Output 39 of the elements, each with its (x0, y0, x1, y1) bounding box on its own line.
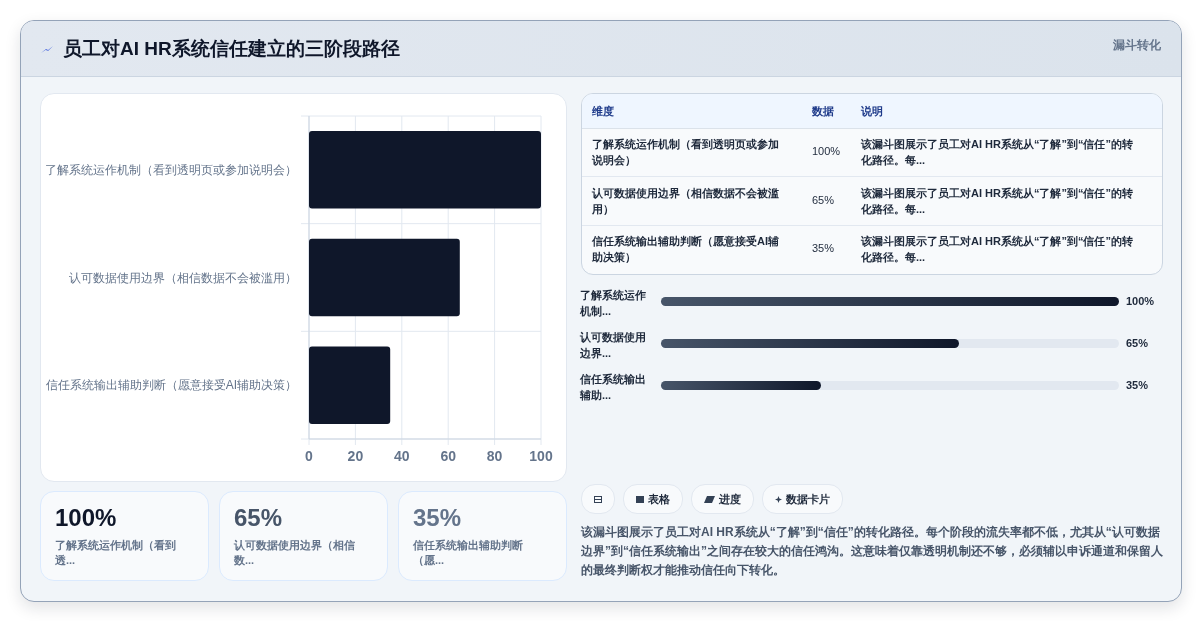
text: 表格 (623, 484, 683, 514)
text: 该漏斗图展示了员工对AI HR系统从“了解”到“信任”的转化路径。每个阶段的流失率都不低，尤其从“认可数据边界”到“信任系统输出”之间存在较大的信任鸿沟。这意味着仅靠透明机制还不够，必须辅以申诉通道和保留人的最终判断权才能推动信任向下转化。 (581, 524, 1164, 579)
text: 35% (1126, 379, 1149, 391)
text: 信任系统输出辅助... (580, 372, 647, 403)
x-tick-label: 80 (486, 448, 503, 464)
y-tick-label: 信任系统输出辅助判断（愿意接受AI辅助决策） (45, 378, 297, 393)
text: 100% (55, 504, 117, 532)
text: 100% (812, 145, 841, 157)
y-tick-label: 认可数据使用边界（相信数据不会被滥用） (69, 270, 297, 285)
text: 认可数据使用边界（相信数... (234, 538, 356, 568)
y-tick-label: 了解系统运作机制（看到透明页或参加说明会） (45, 163, 297, 178)
text: 认可数据使用边界... (580, 330, 647, 361)
text: 65% (1126, 337, 1149, 349)
text: 该漏斗图展示了员工对AI HR系统从“了解”到“信任”的转化路径。每... (861, 186, 1133, 215)
text: 65% (812, 193, 835, 206)
text: 该漏斗图展示了员工对AI HR系统从“了解”到“信任”的转化路径。每... (861, 137, 1133, 168)
text: 维度 (592, 104, 614, 119)
text: 35% (812, 242, 835, 254)
text: 了解系统运作机制（看到透... (55, 538, 177, 568)
x-tick-label: 0 (305, 448, 314, 464)
x-tick-label: 40 (394, 448, 410, 464)
text: 数据 (812, 104, 834, 119)
text: 该漏斗图展示了员工对AI HR系统从“了解”到“信任”的转化路径。每... (861, 235, 1133, 263)
text: 进度 (691, 484, 754, 514)
text: 了解系统运作机制... (580, 288, 647, 319)
category-label: 认可数据使用边界（相信数据不会被滥用） (592, 186, 779, 215)
text: 说明 (861, 104, 883, 119)
text: 100% (1126, 295, 1155, 307)
text: 信任系统输出辅助判断（愿... (413, 538, 524, 568)
x-tick-label: 100 (529, 448, 553, 464)
text: 数据卡片 (762, 484, 843, 514)
x-tick-label: 60 (440, 448, 457, 464)
category-label: 了解系统运作机制（看到透明页或参加说明会） (592, 138, 779, 166)
text: 漏斗转化 (1113, 37, 1161, 54)
text: 35% (413, 504, 462, 532)
x-tick-label: 20 (347, 448, 364, 464)
text: 65% (234, 504, 283, 532)
chart-title: 员工对AI HR系统信任建立的三阶段路径 (63, 37, 400, 61)
category-label: 信任系统输出辅助判断（愿意接受AI辅助决策） (592, 235, 779, 263)
